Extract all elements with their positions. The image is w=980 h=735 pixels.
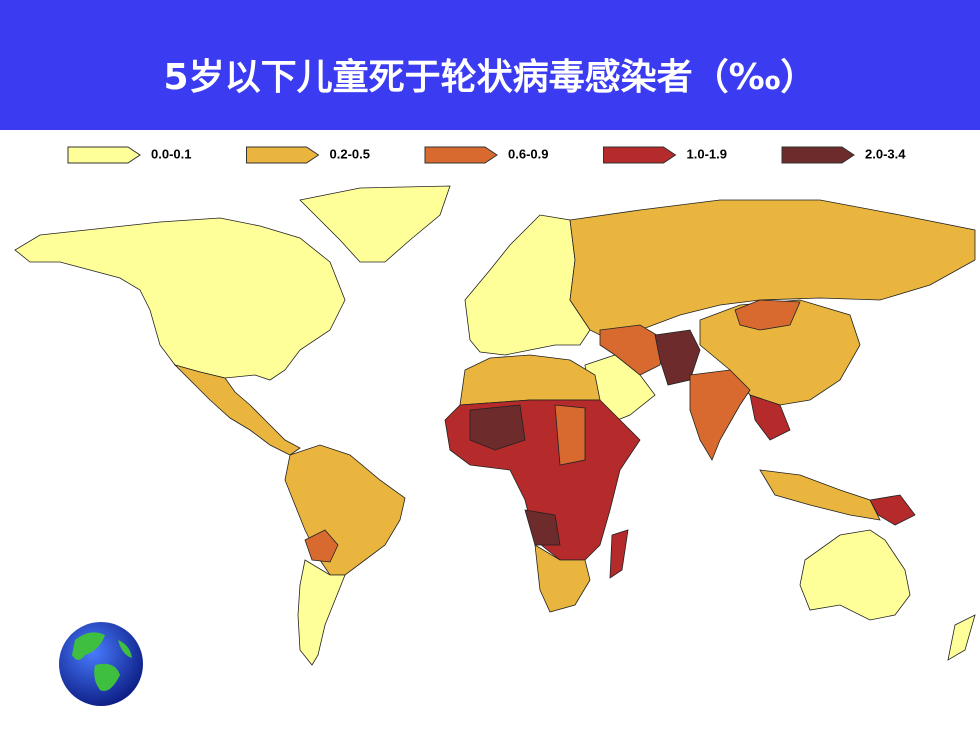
region [759, 469, 881, 521]
region [534, 544, 591, 613]
region [749, 394, 791, 441]
region [299, 185, 451, 263]
legend: 0.0-0.1 0.2-0.5 0.6-0.9 1.0-1.9 2.0-3.4 [67, 146, 906, 164]
region [469, 404, 526, 451]
region [569, 199, 976, 341]
region [554, 404, 586, 466]
legend-label: 1.0-1.9 [687, 146, 727, 161]
region [609, 529, 629, 579]
legend-label: 0.0-0.1 [151, 146, 191, 161]
region [699, 299, 861, 406]
region [689, 369, 751, 461]
globe-land [72, 632, 132, 691]
region [524, 509, 561, 546]
region [173, 364, 301, 456]
region [599, 324, 666, 376]
legend-swatch [246, 146, 320, 164]
legend-swatch [424, 146, 498, 164]
legend-swatch [781, 146, 855, 164]
region [14, 217, 346, 381]
slide-title: 5岁以下儿童死于轮状病毒感染者（‰） [163, 57, 817, 98]
region [284, 444, 406, 576]
legend-label: 0.2-0.5 [330, 146, 370, 161]
world-map [14, 185, 976, 706]
region [799, 529, 911, 621]
legend-label: 2.0-3.4 [865, 146, 906, 161]
region [947, 614, 976, 661]
region [869, 494, 916, 526]
region [734, 299, 801, 331]
region [459, 354, 601, 406]
legend-swatch [603, 146, 677, 164]
legend-swatch [67, 146, 141, 164]
region [464, 214, 591, 356]
region [297, 559, 346, 666]
header-bar [0, 0, 980, 130]
region [304, 529, 339, 563]
legend-label: 0.6-0.9 [508, 146, 548, 161]
